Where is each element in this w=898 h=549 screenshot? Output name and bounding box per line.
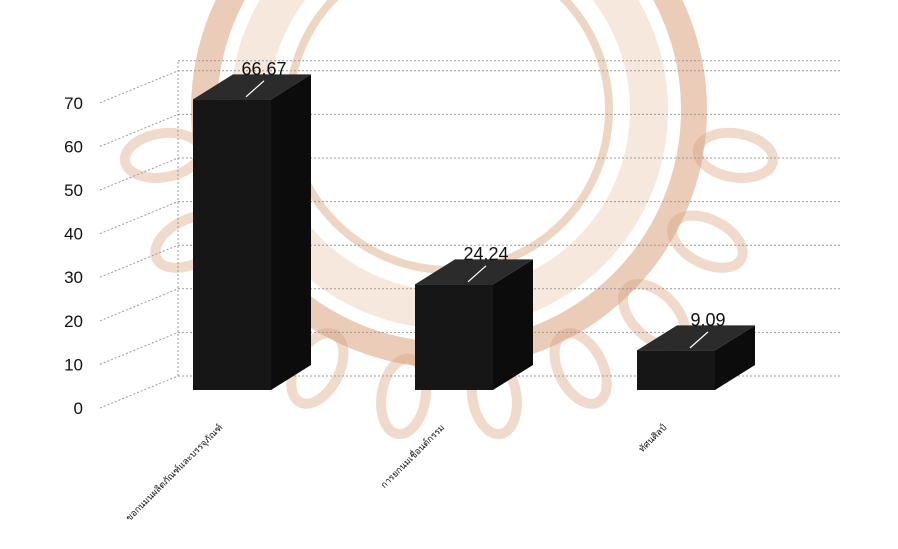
bar-top-face	[637, 325, 755, 351]
data-label: 66.67	[241, 59, 286, 79]
gridline-side	[99, 70, 179, 104]
bar	[637, 325, 755, 390]
y-tick-label: 60	[64, 137, 83, 156]
gridline-side	[99, 375, 179, 409]
data-label-leader	[689, 331, 709, 349]
gridline-side	[99, 331, 179, 365]
bar-front-face	[193, 99, 271, 391]
bars	[193, 74, 755, 391]
seal-petal	[692, 127, 779, 183]
bar-side-face	[493, 259, 533, 390]
bar	[415, 259, 533, 390]
seal-petal	[119, 127, 206, 183]
data-label: 9.09	[690, 310, 725, 330]
bar-top-face	[193, 74, 311, 100]
bar-front-face	[415, 284, 493, 390]
x-category-label: ขอกนมนผลิตภัณฑ์และบรรจุภัณฑ์	[123, 422, 225, 524]
seal-petal	[667, 210, 748, 273]
y-tick-label: 50	[64, 181, 83, 200]
bar-side-face	[715, 325, 755, 390]
y-tick-label: 10	[64, 355, 83, 374]
y-tick-label: 70	[64, 94, 83, 113]
bar-top-face	[415, 259, 533, 285]
data-label-leader	[245, 80, 265, 98]
y-tick-label: 30	[64, 268, 83, 287]
bar-front-face	[637, 350, 715, 390]
seal-petal	[549, 328, 612, 409]
gridlines	[99, 60, 840, 409]
y-axis: 0 10 20 30 40 50 60 70	[64, 94, 83, 418]
data-label: 24.24	[463, 244, 508, 264]
bar	[193, 74, 311, 391]
seal-petal	[376, 353, 432, 440]
y-tick-label: 20	[64, 312, 83, 331]
data-label-leader	[467, 265, 487, 283]
gridline-side	[99, 288, 179, 322]
data-labels: 66.67 24.24 9.09	[241, 59, 726, 349]
x-category-label: ทัศนศิลป์	[636, 421, 669, 454]
y-tick-label: 40	[64, 225, 83, 244]
seal-inner-ring	[285, 0, 613, 274]
y-tick-label: 0	[74, 399, 83, 418]
bar-side-face	[271, 74, 311, 391]
